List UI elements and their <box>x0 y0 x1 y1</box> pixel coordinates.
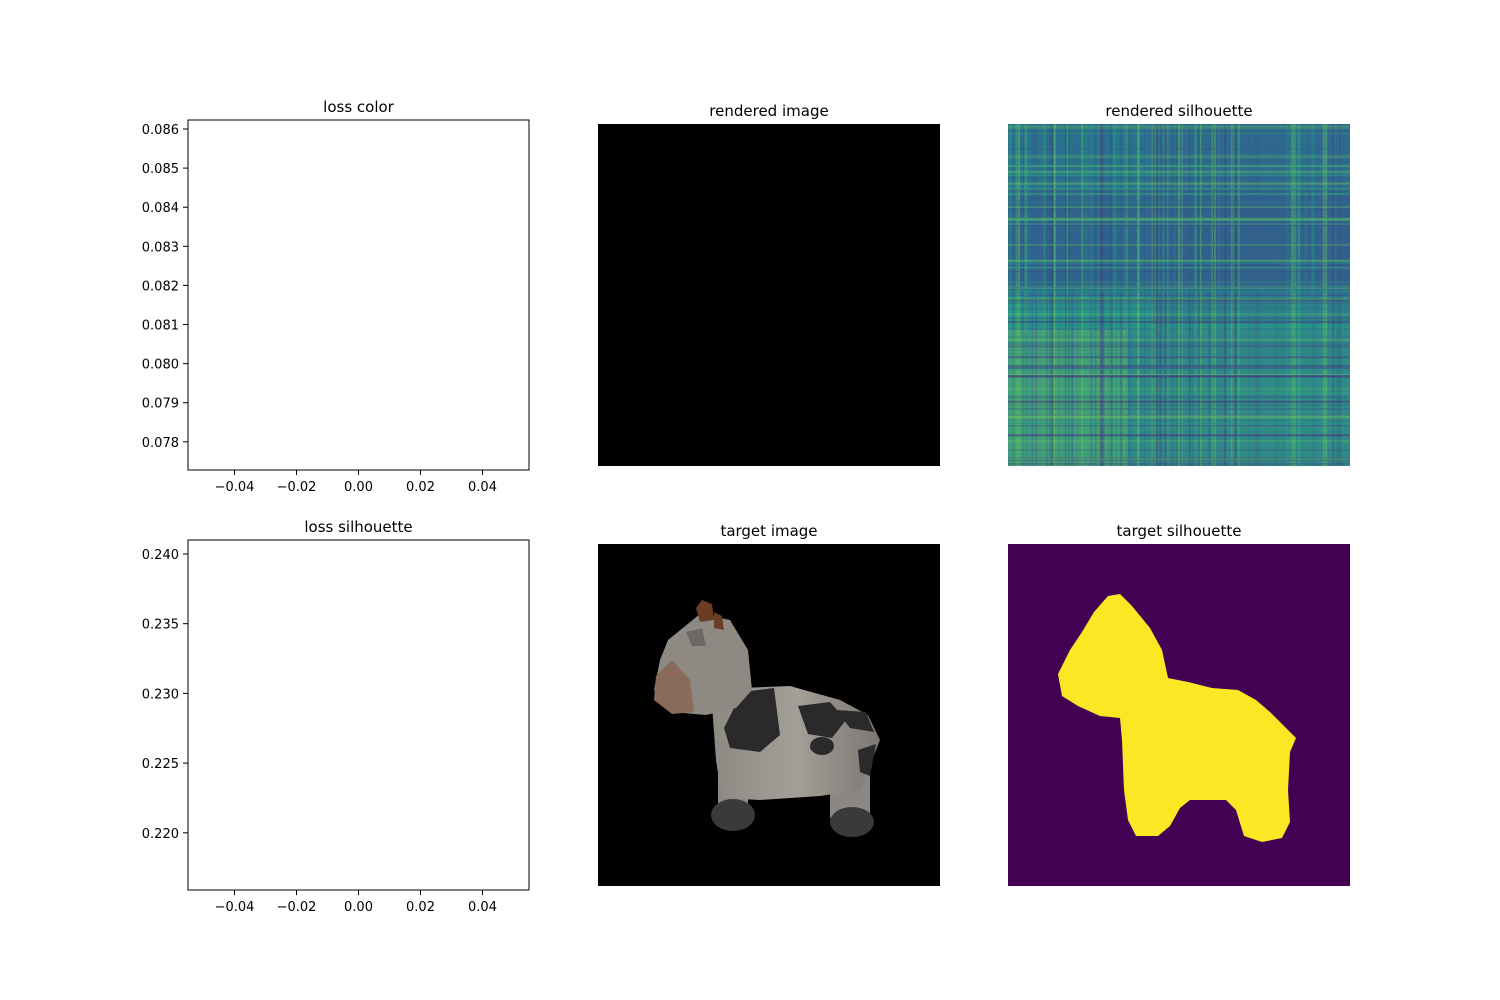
y-tick-label: 0.078 <box>142 436 179 451</box>
loss-silhouette-ticks: −0.04 −0.02 0.00 0.02 0.04 0.220 0.225 0.230 0.2… <box>142 548 497 915</box>
cow-silhouette-mask <box>1058 594 1296 842</box>
cow-render <box>654 600 880 837</box>
rendered-image-panel: rendered image <box>598 102 940 466</box>
loss-silhouette-plot: loss silhouette −0.04 −0.02 0.00 0.02 0.04 0.… <box>142 518 530 915</box>
y-tick-label: 0.086 <box>142 123 179 138</box>
x-tick-label: 0.00 <box>344 480 373 495</box>
loss-color-plot: loss color −0.04 −0.02 0.00 0.02 0.04 0.078 0.… <box>142 98 530 495</box>
x-tick-label: −0.04 <box>215 900 255 915</box>
rendered-silhouette-heatmap <box>1008 124 1350 466</box>
y-tick-label: 0.081 <box>142 319 179 334</box>
y-tick-label: 0.240 <box>142 548 179 563</box>
rendered-silhouette-title: rendered silhouette <box>1105 102 1252 120</box>
loss-silhouette-title: loss silhouette <box>304 518 412 536</box>
y-tick-label: 0.230 <box>142 687 179 702</box>
loss-color-title: loss color <box>323 98 395 116</box>
rendered-image <box>598 124 940 466</box>
y-tick-label: 0.084 <box>142 201 179 216</box>
x-tick-label: 0.02 <box>406 900 435 915</box>
loss-silhouette-axes-frame <box>187 539 530 891</box>
target-image-panel: target image <box>598 522 940 886</box>
rendered-silhouette-panel: rendered silhouette <box>1008 102 1350 466</box>
y-tick-label: 0.085 <box>142 162 179 177</box>
loss-color-axes-frame <box>187 119 530 471</box>
y-tick-label: 0.082 <box>142 279 179 294</box>
x-tick-label: −0.02 <box>277 480 317 495</box>
x-tick-label: 0.04 <box>468 900 497 915</box>
x-tick-label: −0.04 <box>215 480 255 495</box>
x-tick-label: −0.02 <box>277 900 317 915</box>
target-silhouette-panel: target silhouette <box>1008 522 1350 886</box>
y-tick-label: 0.220 <box>142 827 179 842</box>
target-silhouette-title: target silhouette <box>1117 522 1242 540</box>
x-tick-label: 0.00 <box>344 900 373 915</box>
target-image-title: target image <box>720 522 817 540</box>
y-tick-label: 0.079 <box>142 397 179 412</box>
loss-color-ticks: −0.04 −0.02 0.00 0.02 0.04 0.078 0.079 0.080 0.0… <box>142 123 497 495</box>
y-tick-label: 0.083 <box>142 240 179 255</box>
y-tick-label: 0.225 <box>142 757 179 772</box>
x-tick-label: 0.02 <box>406 480 435 495</box>
y-tick-label: 0.080 <box>142 358 179 373</box>
rendered-image-title: rendered image <box>709 102 828 120</box>
x-tick-label: 0.04 <box>468 480 497 495</box>
y-tick-label: 0.235 <box>142 618 179 633</box>
